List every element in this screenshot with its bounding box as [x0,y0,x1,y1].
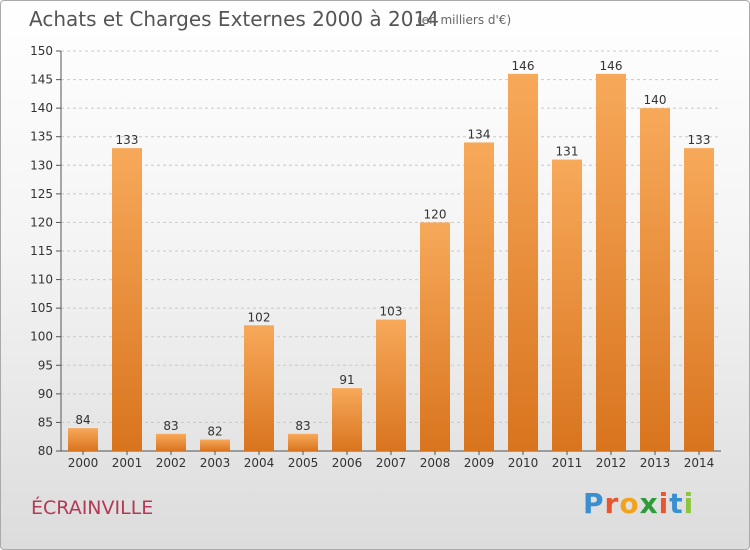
value-label: 133 [688,133,711,147]
value-label: 134 [468,127,491,141]
bar-2002 [156,433,186,451]
logo-letter: r [604,487,620,520]
x-tick-label: 2007 [376,456,407,470]
x-tick-label: 2000 [68,456,99,470]
value-label: 102 [248,310,271,324]
logo-letter: o [619,487,640,520]
y-tick-label: 100 [30,330,53,344]
bar-2013 [640,108,670,452]
x-tick-label: 2005 [288,456,319,470]
chart-subtitle: (en milliers d'€) [417,13,512,27]
bar-2011 [552,159,582,452]
bar-2010 [508,73,538,451]
value-label: 91 [339,373,354,387]
value-label: 140 [644,93,667,107]
x-tick-label: 2004 [244,456,275,470]
y-tick-label: 135 [30,130,53,144]
x-tick-label: 2010 [508,456,539,470]
logo-letter: x [639,487,659,520]
logo-letter: t [669,487,684,520]
bar-2014 [684,148,714,451]
value-label: 146 [600,59,623,73]
bar-2006 [332,388,362,451]
logo-letter: i [658,487,670,520]
bar-2009 [464,142,494,451]
y-tick-label: 125 [30,187,53,201]
x-tick-label: 2013 [640,456,671,470]
y-tick-label: 120 [30,215,53,229]
value-label: 83 [163,419,178,433]
bar-2008 [420,222,450,451]
logo-letter: i [683,487,695,520]
x-tick-label: 2011 [552,456,583,470]
value-label: 103 [380,305,403,319]
logo-letter: P [583,487,605,520]
bar-2005 [288,433,318,451]
y-tick-label: 145 [30,73,53,87]
x-tick-label: 2002 [156,456,187,470]
x-tick-label: 2008 [420,456,451,470]
y-tick-label: 90 [38,387,53,401]
y-tick-label: 115 [30,244,53,258]
bar-2004 [244,325,274,451]
bar-2001 [112,148,142,451]
commune-name: ÉCRAINVILLE [31,497,154,519]
value-label: 82 [207,425,222,439]
value-label: 84 [75,413,90,427]
y-tick-label: 150 [30,44,53,58]
y-tick-label: 85 [38,415,53,429]
y-tick-label: 130 [30,158,53,172]
value-label: 146 [512,59,535,73]
value-labels: 84 133 83 82 102 83 91 103 120 134 146 131 146 140 133 [75,59,710,439]
value-label: 83 [295,419,310,433]
value-label: 120 [424,207,447,221]
bars [68,73,714,452]
bar-2007 [376,319,406,451]
x-tick-label: 2003 [200,456,231,470]
x-tick-label: 2014 [684,456,715,470]
x-tick-label: 2009 [464,456,495,470]
x-tick-label: 2001 [112,456,143,470]
y-tick-label: 110 [30,273,53,287]
y-tick-label: 140 [30,101,53,115]
bar-2000 [68,428,98,451]
y-tick-label: 80 [38,444,53,458]
bar-2012 [596,73,626,451]
y-tick-label: 95 [38,358,53,372]
x-tick-label: 2006 [332,456,363,470]
value-label: 133 [116,133,139,147]
x-tick-label: 2012 [596,456,627,470]
value-label: 131 [556,145,579,159]
proxiti-logo: Proxiti [583,487,694,520]
chart-title: Achats et Charges Externes 2000 à 2014 [29,7,439,31]
y-tick-label: 105 [30,301,53,315]
bar-2003 [200,439,230,451]
